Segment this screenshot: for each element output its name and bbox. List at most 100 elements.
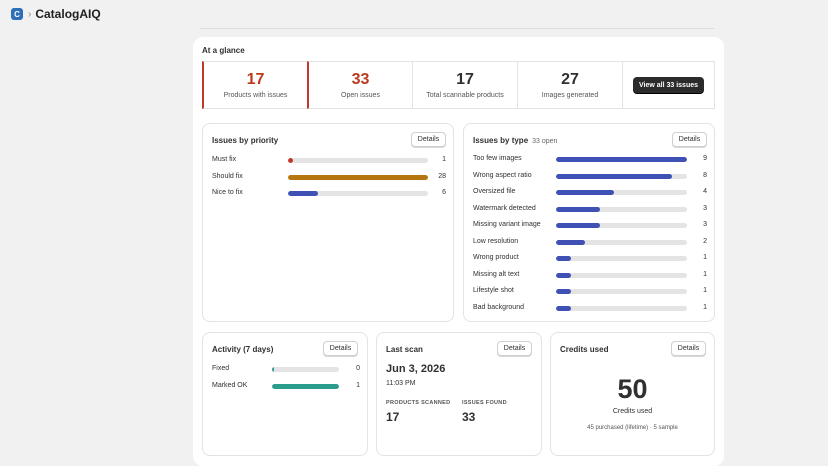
issue-type-bar-track (556, 223, 687, 228)
issue-type-row[interactable]: Watermark detected 3 (473, 204, 707, 214)
issues-by-priority-card: Issues by priority Details Must fix 1 Shou… (202, 123, 454, 322)
issues-found-label: ISSUES FOUND (462, 400, 507, 406)
issue-type-label: Too few images (473, 155, 522, 162)
priority-bar-track (288, 191, 428, 196)
priority-bar-track (288, 158, 428, 163)
scan-time: 11:03 PM (386, 380, 416, 387)
issue-type-row[interactable]: Missing alt text 1 (473, 270, 707, 280)
activity-details-button[interactable]: Details (323, 341, 358, 356)
open-count: 33 open (532, 138, 558, 145)
issue-type-bar-fill (556, 305, 571, 311)
activity-count: 0 (356, 365, 360, 372)
issue-type-bar-track (556, 256, 687, 261)
app-name[interactable]: CatalogAIQ (35, 7, 101, 21)
issue-type-count: 8 (703, 171, 707, 179)
credits-note: 45 purchased (lifetime) · 5 sample (587, 425, 678, 431)
issue-type-bar-fill (556, 239, 586, 245)
card-title: Issues by type 33 open (473, 136, 557, 145)
card-title: Credits used (560, 345, 609, 354)
stat-open-issues[interactable]: 33 Open issues (307, 61, 413, 109)
credits-used-value: 50 (617, 374, 648, 404)
stat-products-with-issues[interactable]: 17 Products with issues (202, 61, 308, 109)
priority-label: Should fix (212, 172, 243, 180)
app-logo-icon[interactable]: C (11, 8, 23, 20)
issue-type-bar-fill (556, 256, 571, 261)
breadcrumb-separator: › (28, 8, 32, 20)
activity-label: Marked OK (212, 381, 248, 389)
card-title: Issues by priority (212, 136, 279, 145)
issue-type-bar-fill (556, 190, 615, 195)
top-bar: C › CatalogAIQ (0, 0, 828, 28)
issue-type-row[interactable]: Wrong aspect ratio 8 (473, 171, 707, 181)
priority-bar-track (288, 174, 428, 180)
priority-row[interactable]: Nice to fix 6 (212, 188, 446, 198)
issue-type-row[interactable]: Too few images 9 (473, 154, 707, 164)
issue-type-label: Missing variant image (473, 221, 541, 228)
activity-label: Fixed (212, 365, 230, 372)
priority-row[interactable]: Must fix 1 (212, 155, 446, 165)
issue-type-bar-fill (556, 206, 600, 212)
issue-type-bar-fill (556, 173, 673, 179)
priority-details-button[interactable]: Details (411, 132, 446, 147)
stat-value: 17 (456, 71, 474, 88)
issue-type-bar-track (556, 272, 687, 278)
issue-type-count: 1 (703, 270, 707, 278)
priority-count: 28 (438, 172, 446, 180)
issue-type-count: 3 (703, 204, 707, 212)
last-scan-details-button[interactable]: Details (497, 341, 532, 356)
type-details-button[interactable]: Details (672, 132, 707, 147)
issue-type-bar-track (556, 289, 687, 294)
card-title: Last scan (386, 345, 423, 354)
activity-row[interactable]: Fixed 0 (212, 364, 360, 374)
credits-used-label: Credits used (612, 408, 653, 415)
issue-type-label: Bad background (473, 303, 524, 311)
priority-row[interactable]: Should fix 28 (212, 172, 446, 182)
issue-type-count: 1 (703, 303, 707, 311)
issue-type-count: 1 (703, 287, 707, 294)
issues-found-value: 33 (462, 410, 476, 424)
priority-count: 1 (442, 156, 446, 163)
issue-type-count: 1 (703, 254, 707, 261)
priority-label: Must fix (212, 156, 237, 163)
issue-type-label: Lifestyle shot (473, 287, 514, 294)
activity-bar-track (272, 367, 339, 372)
issue-type-label: Oversized file (473, 188, 516, 195)
issue-type-row[interactable]: Bad background 1 (473, 303, 707, 313)
scan-date: Jun 3, 2026 (386, 363, 446, 375)
issue-type-bar-track (556, 305, 687, 311)
issue-type-count: 9 (703, 155, 707, 162)
card-title: Activity (7 days) (212, 345, 274, 354)
activity-count: 1 (356, 381, 360, 389)
issue-type-bar-track (556, 206, 687, 212)
issue-type-row[interactable]: Oversized file 4 (473, 187, 707, 197)
activity-bar-fill (272, 367, 274, 372)
card-title-text: Issues by type (473, 136, 529, 145)
credits-details-button[interactable]: Details (671, 341, 706, 356)
issue-type-row[interactable]: Missing variant image 3 (473, 220, 707, 230)
issue-type-label: Wrong aspect ratio (473, 171, 532, 179)
activity-card: Activity (7 days) Details Fixed 0 Marked O… (202, 332, 368, 456)
view-all-issues-button[interactable]: View all 33 issues (633, 77, 704, 93)
issue-type-bar-fill (556, 272, 571, 278)
glance-title: At a glance (202, 46, 245, 55)
issue-type-label: Missing alt text (473, 270, 520, 278)
issue-type-bar-fill (556, 157, 687, 162)
priority-count: 6 (442, 189, 446, 196)
stat-label: Products with issues (223, 92, 288, 99)
divider (200, 28, 714, 29)
issue-type-row[interactable]: Wrong product 1 (473, 253, 707, 263)
issues-by-type-card: Issues by type 33 open Details Too few im… (463, 123, 715, 322)
priority-bar-fill (288, 174, 428, 180)
stat-label: Open issues (341, 92, 380, 99)
issue-type-bar-track (556, 157, 687, 162)
priority-bar-fill (288, 158, 293, 163)
issue-type-count: 3 (703, 221, 707, 228)
issue-type-row[interactable]: Lifestyle shot 1 (473, 286, 707, 296)
activity-bar-fill (272, 383, 339, 389)
issue-type-bar-track (556, 190, 687, 195)
issue-type-bar-track (556, 239, 687, 245)
issue-type-count: 4 (703, 188, 707, 195)
issue-type-row[interactable]: Low resolution 2 (473, 237, 707, 247)
issue-type-count: 2 (703, 237, 707, 245)
activity-row[interactable]: Marked OK 1 (212, 381, 360, 391)
